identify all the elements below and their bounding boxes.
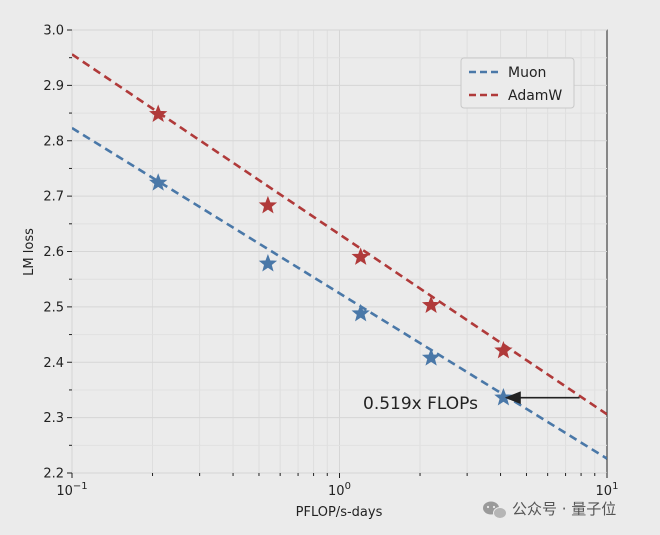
legend-box	[460, 57, 575, 109]
x-tick-label: 100	[328, 481, 351, 499]
y-axis-label: LM loss	[22, 228, 37, 276]
legend-label-adamw: AdamW	[508, 88, 562, 104]
legend: Muon AdamW	[460, 57, 575, 109]
wechat-icon	[483, 501, 507, 519]
x-axis: 10−1 100 101	[56, 473, 618, 499]
y-tick-label: 2.4	[43, 356, 64, 371]
y-tick-label: 2.7	[43, 190, 64, 205]
y-tick-label: 2.5	[43, 300, 64, 315]
data-point-adamw	[494, 340, 513, 359]
data-markers	[149, 104, 513, 406]
data-point-adamw	[351, 247, 370, 265]
data-point-muon	[149, 173, 168, 191]
y-axis: 2.2 2.3 2.4 2.5 2.6 2.7 2.8 2.9 3.0	[43, 24, 72, 482]
data-point-adamw	[258, 195, 278, 214]
legend-label-muon: Muon	[508, 65, 546, 81]
annotation: 0.519x FLOPs	[363, 391, 580, 414]
x-tick-label: 101	[596, 481, 619, 499]
data-point-adamw	[149, 104, 168, 122]
x-axis-label: PFLOP/s-days	[296, 505, 383, 520]
x-tick-label: 10−1	[56, 481, 87, 499]
y-tick-label: 2.3	[43, 411, 64, 426]
y-tick-label: 2.9	[43, 79, 64, 94]
y-tick-label: 3.0	[43, 24, 64, 39]
y-tick-label: 2.8	[43, 134, 64, 149]
watermark-text: 公众号 · 量子位	[512, 500, 616, 518]
y-tick-label: 2.2	[43, 467, 64, 482]
y-tick-label: 2.6	[43, 245, 64, 260]
data-point-muon	[421, 348, 441, 366]
annotation-text: 0.519x FLOPs	[363, 394, 478, 414]
data-point-muon	[351, 303, 370, 322]
data-point-adamw	[421, 295, 441, 314]
watermark: 公众号 · 量子位	[483, 500, 616, 519]
data-point-muon	[258, 254, 278, 272]
